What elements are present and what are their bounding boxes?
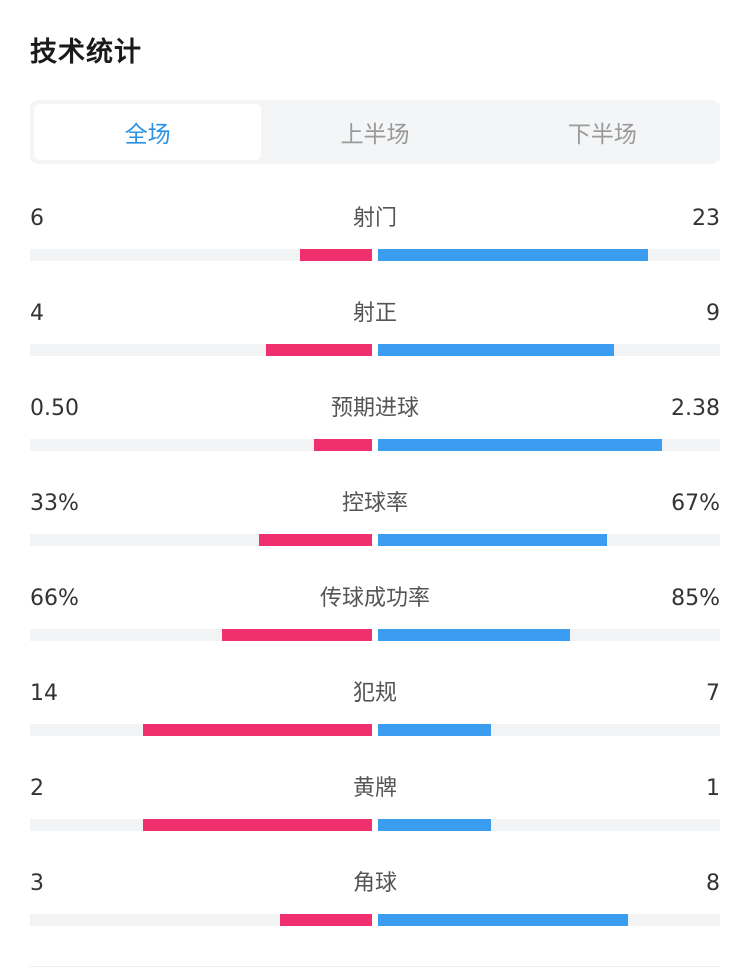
away-bar-fill — [378, 534, 608, 546]
away-bar-fill — [378, 249, 649, 261]
stat-row-expected-goals: 0.50 预期进球 2.38 — [30, 380, 720, 475]
home-bar-fill — [142, 819, 372, 831]
home-bar-track — [30, 439, 372, 451]
away-bar-track — [378, 344, 720, 356]
home-value: 6 — [30, 206, 44, 231]
away-value: 8 — [706, 871, 720, 896]
home-value: 0.50 — [30, 396, 79, 421]
away-bar-fill — [378, 439, 662, 451]
away-bar-fill — [378, 724, 491, 736]
stat-row-shots: 6 射门 23 — [30, 190, 720, 285]
away-value: 9 — [706, 301, 720, 326]
tab-first-half[interactable]: 上半场 — [340, 122, 410, 148]
away-value: 2.38 — [671, 396, 720, 421]
home-bar-fill — [142, 724, 372, 736]
stat-label: 射门 — [352, 206, 397, 231]
away-bar-fill — [378, 819, 491, 831]
home-value: 4 — [30, 301, 44, 326]
stat-label: 预期进球 — [330, 396, 419, 421]
home-bar-track — [30, 344, 372, 356]
home-bar-track — [30, 914, 372, 926]
stats-list: 6 射门 23 4 射正 9 0.50 预期进球 2.38 33% 控球率 67… — [30, 190, 720, 950]
away-bar-fill — [378, 629, 570, 641]
stat-row-yellow-cards: 2 黄牌 1 — [30, 760, 720, 855]
home-value: 14 — [30, 681, 58, 706]
stat-label: 黄牌 — [352, 776, 397, 801]
stat-row-corners: 3 角球 8 — [30, 855, 720, 950]
home-value: 2 — [30, 776, 44, 801]
away-bar-track — [378, 914, 720, 926]
home-bar-track — [30, 724, 372, 736]
away-bar-track — [378, 724, 720, 736]
away-bar-track — [378, 249, 720, 261]
away-bar-track — [378, 534, 720, 546]
home-bar-fill — [300, 249, 372, 261]
stat-label: 角球 — [352, 871, 397, 896]
away-bar-track — [378, 439, 720, 451]
page-title: 技术统计 — [30, 37, 142, 68]
away-bar-track — [378, 629, 720, 641]
bottom-divider — [30, 966, 720, 967]
away-value: 67% — [671, 491, 720, 516]
home-bar-fill — [221, 629, 372, 641]
stat-label: 射正 — [352, 301, 397, 326]
stat-row-shots-on-target: 4 射正 9 — [30, 285, 720, 380]
tab-second-half[interactable]: 下半场 — [567, 122, 637, 148]
home-bar-fill — [265, 344, 372, 356]
home-bar-fill — [259, 534, 372, 546]
away-bar-fill — [378, 344, 614, 356]
stat-row-possession: 33% 控球率 67% — [30, 475, 720, 570]
stat-row-pass-accuracy: 66% 传球成功率 85% — [30, 570, 720, 665]
home-bar-track — [30, 819, 372, 831]
home-value: 33% — [30, 491, 79, 516]
stat-label: 控球率 — [341, 491, 408, 516]
stat-row-fouls: 14 犯规 7 — [30, 665, 720, 760]
home-value: 3 — [30, 871, 44, 896]
home-value: 66% — [30, 586, 79, 611]
stat-label: 犯规 — [352, 681, 397, 706]
stat-label: 传球成功率 — [319, 586, 430, 611]
home-bar-fill — [279, 914, 372, 926]
home-bar-track — [30, 249, 372, 261]
period-tabs: 全场 上半场 下半场 — [30, 100, 720, 164]
away-value: 1 — [706, 776, 720, 801]
away-bar-track — [378, 819, 720, 831]
home-bar-track — [30, 629, 372, 641]
home-bar-track — [30, 534, 372, 546]
away-bar-fill — [378, 914, 628, 926]
away-value: 23 — [692, 206, 720, 231]
away-value: 85% — [671, 586, 720, 611]
away-value: 7 — [706, 681, 720, 706]
tab-full-match[interactable]: 全场 — [34, 104, 262, 160]
home-bar-fill — [313, 439, 372, 451]
